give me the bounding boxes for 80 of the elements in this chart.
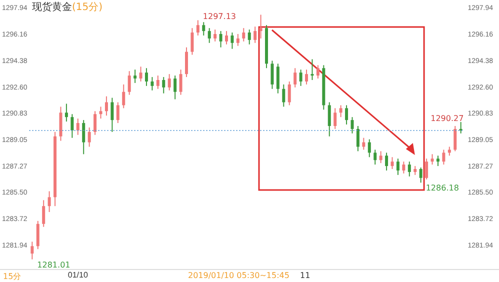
candlestick (48, 190, 51, 213)
candlestick (248, 29, 251, 45)
annotation: 1297.13 (202, 12, 236, 22)
candlestick (156, 75, 160, 90)
candlestick (104, 96, 108, 116)
candlestick (162, 76, 166, 94)
annotation: 1286.18 (426, 184, 459, 193)
candlestick (356, 125, 360, 152)
candlestick (242, 28, 246, 42)
candlestick (396, 158, 400, 176)
candlestick (179, 69, 182, 96)
annotation: 1281.01 (37, 260, 70, 270)
candlestick (270, 60, 274, 90)
candlestick (202, 22, 206, 36)
candlestick (339, 104, 342, 118)
candlestick (224, 30, 228, 45)
candlestick (436, 155, 440, 167)
candlestick (94, 110, 97, 136)
candlestick (362, 137, 366, 150)
candlestick (310, 58, 314, 80)
candlestick (150, 76, 154, 91)
candlestick (254, 26, 257, 44)
candlestick (88, 126, 91, 148)
candlestick (390, 156, 394, 170)
candlestick (208, 28, 211, 44)
annotation: 1290.27 (430, 114, 464, 123)
candlestick (419, 167, 422, 184)
candlestick (110, 97, 114, 132)
candlestick (134, 69, 137, 84)
candlestick (82, 120, 86, 155)
candlestick (350, 116, 354, 134)
candlestick (144, 68, 148, 86)
text: 11 (300, 271, 310, 280)
candlestick (299, 69, 302, 86)
candlestick (345, 104, 348, 126)
x-tick-label: 01/10 (68, 270, 88, 280)
candlestick (374, 149, 377, 166)
candlestick (259, 14, 262, 39)
candlestick (402, 161, 406, 174)
candlestick (316, 64, 320, 80)
candlestick (122, 84, 126, 109)
candlestick (379, 150, 382, 164)
candlestick (282, 84, 286, 108)
candlestick (334, 108, 337, 130)
candlestick (128, 70, 131, 96)
candlestick (168, 74, 171, 91)
candlestick (408, 161, 411, 177)
candlestick (139, 66, 142, 82)
chart-subtitle: (15分) (72, 2, 103, 13)
candlestick (36, 220, 40, 250)
chart-title: 现货黄金 (32, 2, 72, 13)
candlestick (305, 69, 308, 85)
text: 2019/01/10 05:30~15:45 (188, 271, 290, 280)
candlestick (184, 46, 188, 78)
candlestick (174, 75, 177, 100)
candlestick (425, 158, 428, 180)
candlestick (59, 106, 62, 142)
candlestick (230, 32, 234, 50)
candlestick (236, 34, 240, 46)
candlestick (288, 80, 291, 106)
candlestick (64, 103, 68, 122)
candlestick (42, 200, 46, 228)
candlestick (190, 28, 194, 56)
candlestick (294, 68, 297, 88)
candlestick (276, 63, 280, 94)
candlestick (385, 152, 388, 171)
candlestick (328, 102, 331, 137)
candlestick (368, 138, 371, 158)
candlestick (99, 106, 102, 120)
candlestick (196, 20, 200, 36)
text: 15分 (3, 271, 22, 282)
candlestick (442, 149, 446, 166)
candlestick (430, 154, 434, 166)
candlestick (454, 125, 457, 152)
candlestick (70, 114, 74, 138)
candlestick (116, 102, 120, 124)
candlestick (76, 118, 80, 136)
candlestick (219, 30, 222, 48)
candlestick (214, 29, 217, 42)
candlestick (30, 241, 34, 260)
